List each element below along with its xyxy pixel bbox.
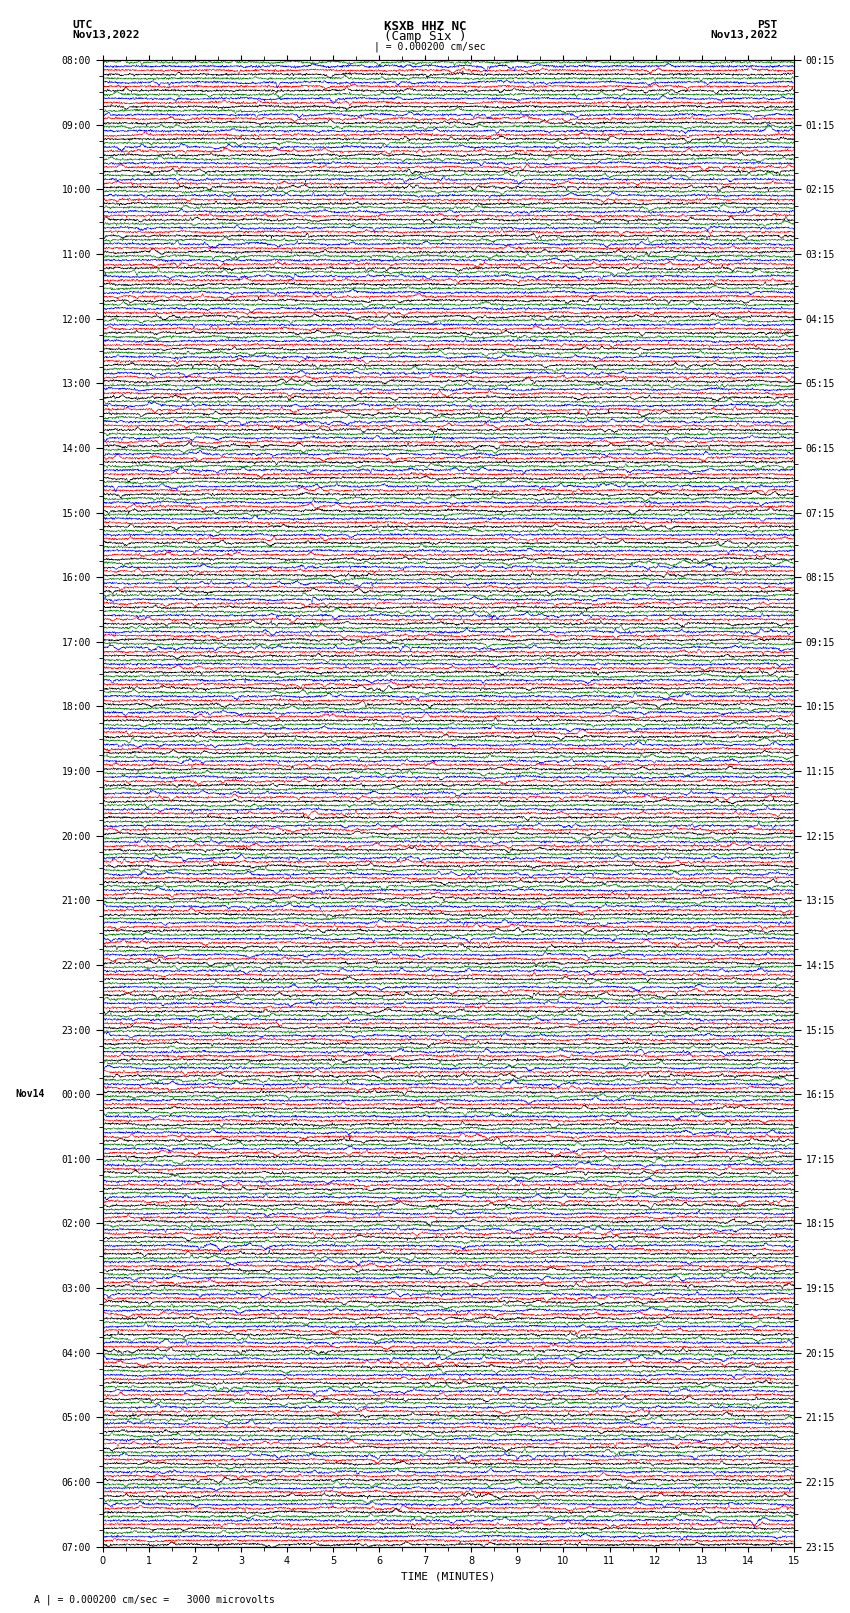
Text: (Camp Six ): (Camp Six ) [383, 31, 467, 44]
Text: KSXB HHZ NC: KSXB HHZ NC [383, 19, 467, 34]
Text: Nov13,2022: Nov13,2022 [72, 31, 139, 40]
Text: Nov14: Nov14 [15, 1089, 44, 1098]
Text: PST: PST [757, 19, 778, 31]
Text: Nov13,2022: Nov13,2022 [711, 31, 778, 40]
Text: A | = 0.000200 cm/sec =   3000 microvolts: A | = 0.000200 cm/sec = 3000 microvolts [34, 1594, 275, 1605]
X-axis label: TIME (MINUTES): TIME (MINUTES) [401, 1573, 496, 1582]
Text: | = 0.000200 cm/sec: | = 0.000200 cm/sec [374, 42, 485, 53]
Text: UTC: UTC [72, 19, 93, 31]
